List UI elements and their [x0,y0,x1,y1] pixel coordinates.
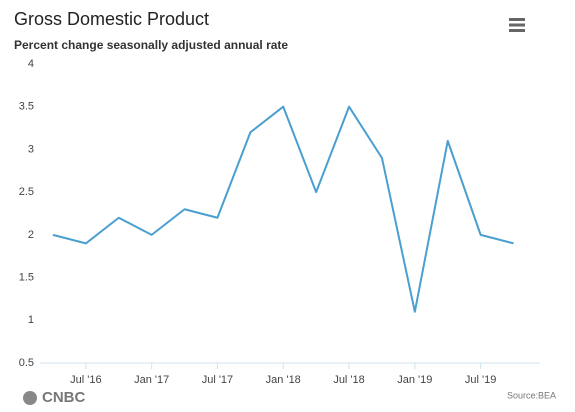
x-tick-label: Jan '17 [134,374,169,386]
x-tick-label: Jan '19 [397,374,432,386]
chart-subtitle: Percent change seasonally adjusted annua… [14,38,288,52]
y-tick-label: 2 [28,229,34,241]
brand-logo: CNBC [23,389,85,406]
menu-button[interactable] [507,16,527,34]
data-line [52,105,514,313]
y-tick-label: 0.5 [19,357,34,369]
y-tick-label: 3.5 [19,101,34,113]
x-tick-label: Jan '18 [266,374,301,386]
y-tick-label: 4 [28,58,34,70]
x-tick-label: Jul '19 [465,374,496,386]
source: Source:BEA [507,390,556,400]
x-tick-label: Jul '17 [202,374,233,386]
y-tick-label: 1 [28,314,34,326]
chart-title: Gross Domestic Product [14,9,209,29]
brand-text: CNBC [42,389,85,406]
y-tick-label: 3 [28,143,34,155]
x-tick-label: Jul '18 [333,374,364,386]
x-tick-label: Jul '16 [70,374,101,386]
y-tick-label: 1.5 [19,271,34,283]
y-tick-label: 2.5 [19,186,34,198]
